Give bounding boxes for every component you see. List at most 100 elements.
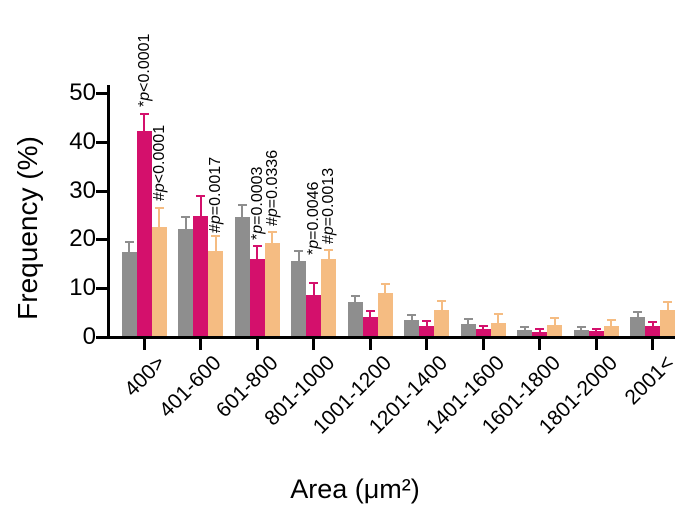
error-cap-gray-1 [181,215,190,218]
bar-magenta-3 [306,295,321,336]
y-tick [96,92,107,95]
error-cap-magenta-6 [478,324,488,327]
y-tick-label: 0 [82,323,96,350]
bar-orange-9 [660,309,675,336]
asterisk-marker: * [248,234,266,241]
bar-gray-9 [630,317,645,336]
error-bar-orange-6 [497,315,499,327]
x-tick-label: 2001< [620,351,679,410]
y-tick-label: 40 [69,127,96,155]
error-cap-gray-3 [294,250,303,253]
error-cap-gray-4 [350,294,360,297]
error-bar-orange-1 [214,237,217,256]
bar-orange-8 [603,326,619,336]
pvalue-annotation-5: *p=0.0046 [305,181,322,255]
bar-magenta-5 [419,326,434,336]
bar-orange-4 [377,293,393,336]
error-cap-orange-3 [324,248,333,251]
error-bar-magenta-2 [256,247,258,264]
error-cap-gray-0 [124,241,134,244]
x-axis-line [107,336,675,339]
y-tick [96,336,107,339]
error-cap-orange-6 [493,313,503,316]
error-cap-orange-4 [380,282,390,285]
error-cap-orange-7 [550,317,559,320]
error-cap-magenta-2 [252,245,262,248]
error-bar-orange-2 [271,233,273,248]
error-bar-gray-1 [184,217,187,233]
error-cap-orange-2 [267,231,277,234]
error-cap-orange-8 [606,318,616,321]
error-cap-gray-2 [237,203,247,206]
asterisk-marker: * [135,100,153,107]
error-cap-orange-0 [154,206,164,209]
error-cap-gray-6 [463,317,473,320]
error-bar-gray-7 [523,327,526,334]
error-cap-gray-8 [576,325,586,328]
bar-magenta-0 [136,131,152,336]
bar-orange-3 [321,258,336,336]
error-bar-gray-3 [297,252,300,266]
error-bar-magenta-0 [143,114,145,136]
hash-marker: # [150,192,168,202]
bar-magenta-2 [249,259,265,336]
error-bar-magenta-5 [425,321,428,331]
error-cap-orange-1 [211,235,220,238]
bar-orange-1 [208,251,223,336]
pvalue-annotation-1: #p<0.0001 [150,125,168,202]
error-bar-magenta-7 [538,330,541,336]
y-tick-label: 50 [69,79,96,106]
hash-marker: # [263,216,281,226]
y-axis-line [107,85,110,339]
x-tick-label: 401-600 [155,351,227,423]
x-axis-title: Area (μm²) [290,474,420,504]
error-cap-orange-9 [663,301,672,304]
bar-gray-0 [121,251,137,336]
error-cap-magenta-8 [591,327,601,330]
bar-magenta-9 [645,326,660,336]
pvalue-annotation-2: #p=0.0017 [207,156,224,233]
error-bar-gray-2 [241,205,243,222]
y-tick-label: 30 [69,176,96,204]
error-cap-magenta-4 [365,309,375,312]
error-bar-gray-8 [580,327,582,334]
error-cap-magenta-3 [309,282,318,285]
bar-gray-5 [404,319,419,336]
x-tick [199,339,202,350]
y-tick-label: 20 [69,225,96,253]
pvalue-annotation-4: #p=0.0336 [263,149,281,226]
error-cap-magenta-1 [196,195,205,198]
x-tick [368,339,372,350]
error-bar-gray-4 [354,296,356,306]
y-tick [96,287,107,291]
x-tick [425,339,428,350]
bar-gray-6 [460,324,476,336]
bar-gray-2 [234,217,250,336]
bar-gray-3 [291,261,306,336]
x-tick-label: 400> [119,351,170,402]
error-cap-gray-7 [520,325,529,328]
error-bar-orange-7 [553,319,556,330]
bar-orange-2 [264,243,280,336]
x-tick [594,339,598,350]
error-cap-magenta-7 [535,328,544,331]
error-cap-gray-9 [633,311,642,314]
hash-marker: # [207,223,224,233]
x-tick [538,339,541,350]
error-bar-orange-8 [610,320,612,331]
bar-orange-5 [434,310,449,336]
error-bar-gray-6 [467,319,469,329]
error-cap-orange-5 [437,299,446,302]
error-cap-magenta-0 [139,112,149,115]
error-bar-orange-4 [384,284,386,298]
y-tick [96,238,107,242]
bar-magenta-1 [193,215,208,336]
asterisk-marker: * [305,248,322,255]
error-cap-magenta-5 [422,319,431,322]
error-bar-gray-5 [410,316,413,324]
error-bar-orange-9 [666,303,669,314]
error-bar-gray-9 [636,313,639,322]
bar-magenta-4 [362,317,378,336]
bar-orange-0 [151,227,167,336]
error-bar-magenta-8 [595,329,597,336]
